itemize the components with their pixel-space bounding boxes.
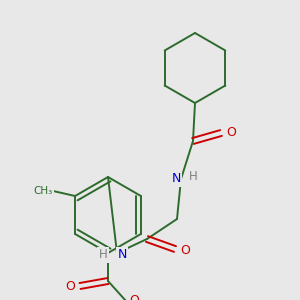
- Text: CH₃: CH₃: [34, 186, 53, 196]
- Text: H: H: [189, 170, 197, 184]
- Text: O: O: [65, 280, 75, 292]
- Text: O: O: [226, 127, 236, 140]
- Text: N: N: [171, 172, 181, 185]
- Text: N: N: [117, 248, 127, 262]
- Text: O: O: [129, 295, 139, 300]
- Text: H: H: [99, 248, 107, 262]
- Text: O: O: [180, 244, 190, 257]
